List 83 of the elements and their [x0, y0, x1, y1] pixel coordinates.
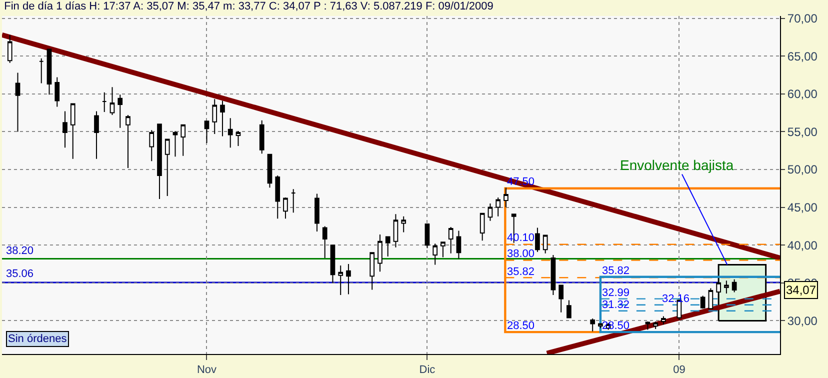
candlestick: [724, 280, 729, 294]
y-tick-label: 70,00: [787, 11, 818, 26]
candlestick: [46, 48, 52, 96]
annotation: 28.50: [507, 320, 535, 332]
candlestick: [432, 243, 438, 266]
candlestick: [54, 76, 60, 108]
candlestick: [102, 92, 107, 113]
y-tick-label: 45,00: [787, 200, 818, 215]
candlestick: [180, 124, 186, 156]
candlestick: [496, 196, 501, 217]
candlestick: [330, 244, 336, 284]
y-tick-label: 50,00: [787, 162, 818, 177]
candlestick: [708, 288, 714, 310]
candlestick: [7, 34, 12, 64]
annotation: 35.82: [507, 266, 535, 278]
candlestick: [480, 212, 485, 242]
candlestick: [38, 58, 44, 84]
candlestick: [700, 295, 706, 310]
candlestick: [385, 236, 390, 257]
x-tick-label: Dic: [419, 364, 436, 376]
candlestick: [259, 120, 264, 154]
candlestick: [488, 203, 493, 222]
candlestick: [424, 223, 430, 249]
candlestick: [370, 252, 375, 290]
ref-line-label: 38.20: [6, 245, 34, 257]
y-tick-label: 60,00: [787, 87, 818, 102]
candlestick: [220, 100, 225, 137]
candlestick: [653, 320, 658, 330]
candlestick: [378, 234, 382, 272]
candlestick: [314, 193, 320, 232]
y-tick-label: 55,00: [787, 124, 818, 139]
candlestick: [164, 138, 170, 196]
candlestick: [732, 278, 737, 293]
candlestick: [275, 175, 280, 220]
candlestick: [157, 124, 162, 200]
y-tick-label: 40,00: [787, 238, 818, 252]
candlestick: [440, 242, 446, 258]
candlestick: [322, 226, 328, 258]
candlestick: [550, 254, 556, 296]
candlestick: [661, 316, 666, 326]
candlestick: [94, 110, 99, 160]
annotation: 32.99: [602, 287, 630, 299]
candlestick: [283, 196, 288, 220]
annotation: Sin órdenes: [8, 333, 68, 345]
candlestick: [15, 72, 20, 132]
ref-line-label: 35.06: [6, 268, 34, 280]
candlestick: [212, 98, 218, 134]
text: 34,07: [786, 283, 816, 297]
candlestick: [535, 227, 540, 252]
candlestick: [558, 284, 564, 313]
candlestick: [448, 226, 454, 254]
candlestick: [346, 264, 351, 295]
candlestick: [290, 188, 296, 214]
candlestick: [236, 130, 241, 147]
candlestick: [70, 103, 76, 160]
annotation: 35.82: [602, 265, 630, 277]
x-tick-label: Nov: [196, 364, 218, 376]
candlestick: [62, 110, 68, 148]
candlestick: [338, 265, 344, 296]
candlestick: [118, 94, 123, 128]
candlestick: [110, 86, 115, 116]
candlestick: [204, 120, 210, 144]
candlestick: [172, 130, 178, 158]
candlestick: [598, 323, 603, 329]
candlestick: [566, 300, 572, 318]
candlestick: [456, 230, 462, 260]
annotation: Envolvente bajista: [620, 157, 734, 173]
candlestick: [590, 318, 596, 332]
y-tick-label: 65,00: [787, 49, 818, 64]
chart-title: Fin de día 1 días H: 17:37 A: 35,07 M: 35,47 m: 33,77 C: 34,07 P : 71,63 V: 5.087.219 F: 09/01/2009: [4, 0, 494, 13]
candlestick: [126, 114, 130, 168]
candlestick: [267, 154, 272, 188]
candlestick: [393, 214, 398, 248]
candlestick: [401, 216, 406, 233]
y-tick-label: 30,00: [787, 314, 818, 328]
annotation: 38.00: [507, 248, 535, 260]
x-tick-label: 09: [673, 364, 686, 376]
candlestick: [149, 130, 154, 162]
candlestick: [228, 118, 233, 148]
candlestick: [504, 187, 508, 208]
annotation: 32.16: [662, 293, 690, 305]
candlestick: [542, 234, 548, 254]
candlestick: [645, 320, 650, 330]
